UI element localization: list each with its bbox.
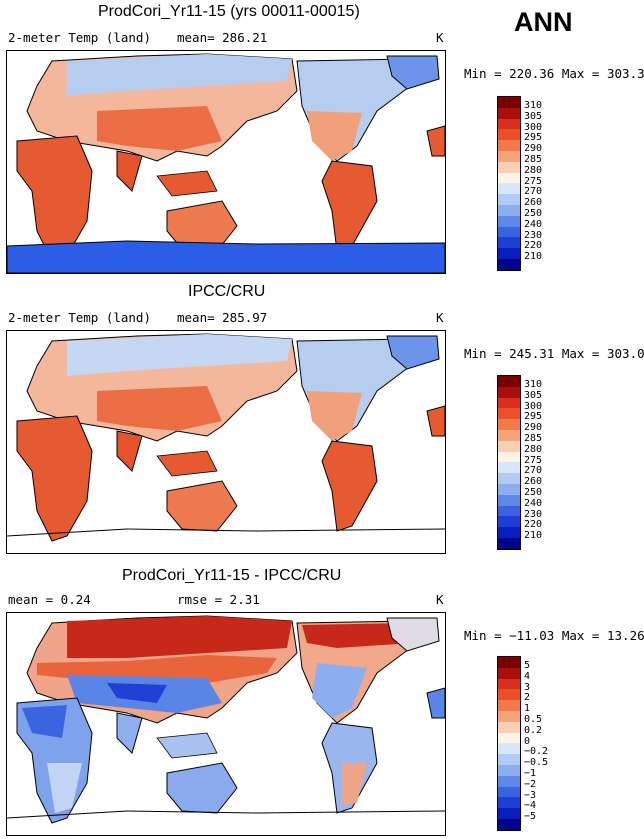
panel2-map: [6, 330, 446, 554]
colorbar-tick: 295: [524, 411, 543, 422]
panel1-units: K: [436, 30, 444, 45]
panel3-map: [6, 612, 446, 836]
panel3-title: ProdCori_Yr11-15 - IPCC/CRU: [122, 567, 342, 584]
colorbar-tick: 260: [524, 476, 543, 487]
colorbar-tick: −1: [524, 768, 537, 779]
colorbar-tick: 275: [524, 176, 543, 187]
colorbar-tick: 1: [524, 703, 531, 714]
panel1-variable-label: 2-meter Temp (land): [8, 30, 151, 45]
colorbar-tick: 3: [524, 682, 531, 693]
colorbar-tick: 290: [524, 422, 543, 433]
colorbar-tick: 240: [524, 498, 543, 509]
colorbar-tick: 220: [524, 519, 543, 530]
panel3-min-max: Min = −11.03 Max = 13.26: [464, 628, 644, 643]
colorbar-tick: 2: [524, 692, 531, 703]
colorbar-tick: 0.2: [524, 725, 543, 736]
colorbar-tick: −2: [524, 779, 537, 790]
colorbar-tick: 260: [524, 197, 543, 208]
colorbar-tick: −3: [524, 790, 537, 801]
season-label: ANN: [514, 7, 573, 37]
colorbar-tick: 0.5: [524, 714, 543, 725]
colorbar-tick: 305: [524, 111, 543, 122]
colorbar-tick: 250: [524, 487, 543, 498]
colorbar-tick: −0.5: [524, 757, 549, 768]
panel2-units: K: [436, 310, 444, 325]
colorbar-tick: 275: [524, 455, 543, 466]
colorbar-tick: 285: [524, 433, 543, 444]
panel1-title: ProdCori_Yr11-15 (yrs 00011-00015): [98, 3, 360, 20]
colorbar-tick: 5: [524, 660, 531, 671]
panel2-variable-label: 2-meter Temp (land): [8, 310, 151, 325]
colorbar-tick: 310: [524, 379, 543, 390]
colorbar-tick: 295: [524, 132, 543, 143]
panel1-mean: mean= 286.21: [177, 30, 268, 45]
colorbar-tick: 270: [524, 465, 543, 476]
colorbar-tick: 285: [524, 154, 543, 165]
panel2-colorbar: [497, 375, 521, 550]
panel2-title: IPCC/CRU: [188, 283, 266, 300]
colorbar-tick: 290: [524, 143, 543, 154]
panel2-mean: mean= 285.97: [177, 310, 268, 325]
panel1-colorbar: [497, 96, 521, 271]
panel1-min-max: Min = 220.36 Max = 303.31: [464, 66, 644, 81]
colorbar-tick: 280: [524, 165, 543, 176]
colorbar-tick: 230: [524, 230, 543, 241]
panel3-mean: mean = 0.24: [8, 592, 91, 607]
colorbar-tick: 220: [524, 240, 543, 251]
colorbar-tick: 240: [524, 219, 543, 230]
colorbar-tick: 210: [524, 251, 543, 262]
colorbar-tick: 250: [524, 208, 543, 219]
panel3-units: K: [436, 592, 444, 607]
colorbar-tick: 230: [524, 509, 543, 520]
colorbar-tick: −4: [524, 800, 537, 811]
colorbar-tick: −0.2: [524, 746, 549, 757]
colorbar-tick: 210: [524, 530, 543, 541]
colorbar-tick: 4: [524, 671, 531, 682]
colorbar-tick: 300: [524, 122, 543, 133]
panel1-map: [6, 50, 446, 274]
colorbar-tick: 0: [524, 736, 531, 747]
panel3-colorbar: [497, 656, 521, 831]
colorbar-tick: 280: [524, 444, 543, 455]
colorbar-tick: −5: [524, 811, 537, 822]
colorbar-tick: 300: [524, 401, 543, 412]
colorbar-tick: 270: [524, 186, 543, 197]
colorbar-tick: 305: [524, 390, 543, 401]
colorbar-tick: 310: [524, 100, 543, 111]
panel2-min-max: Min = 245.31 Max = 303.06: [464, 346, 644, 361]
panel3-rmse: rmse = 2.31: [177, 592, 260, 607]
